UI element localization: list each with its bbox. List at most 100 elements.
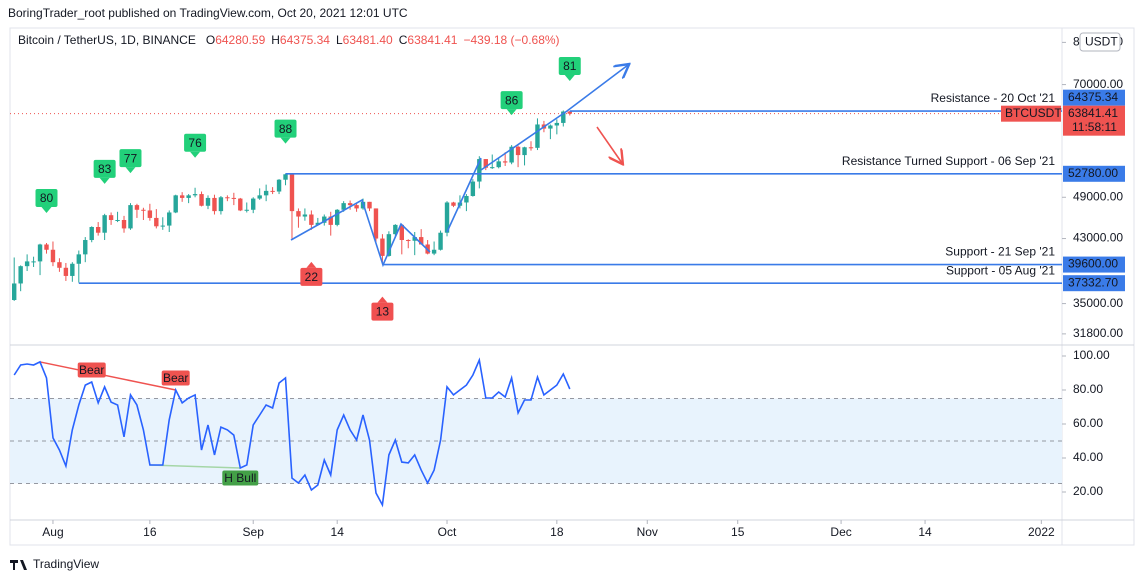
signal-pointer — [125, 167, 136, 174]
candle-body — [406, 240, 411, 242]
divergence-line — [149, 464, 241, 469]
quote-key: L — [336, 33, 343, 47]
candle-body — [347, 203, 353, 206]
candle-body — [76, 254, 81, 264]
candle-body — [44, 244, 49, 250]
candle-body — [309, 214, 314, 225]
candle-body — [192, 194, 198, 196]
quote-value: 63841.41 — [407, 33, 457, 47]
candle-body — [244, 209, 249, 211]
candle-body — [147, 210, 153, 218]
quote-key: O — [206, 33, 215, 47]
candle-body — [12, 283, 17, 300]
x-tick-label: 16 — [143, 525, 157, 539]
candle-body — [257, 195, 262, 199]
candle-body — [431, 249, 437, 254]
candle-body — [515, 146, 521, 156]
signal-pointer — [306, 261, 317, 268]
candle-body — [328, 216, 333, 225]
candle-body — [302, 214, 308, 217]
candle-body — [141, 209, 146, 211]
candle-body — [490, 167, 495, 169]
candle-body — [315, 222, 321, 225]
y-tick-label: 43000.00 — [1073, 231, 1123, 245]
candle-body — [95, 227, 101, 233]
price-line-box — [1063, 275, 1125, 292]
candle-body — [418, 237, 424, 245]
divergence-label: Bear — [79, 363, 104, 377]
candle-body — [50, 249, 56, 263]
published-note: BoringTrader_root published on TradingVi… — [8, 6, 408, 20]
signal-pointer — [377, 296, 388, 303]
candle-body — [470, 181, 476, 196]
candle-body — [218, 197, 224, 212]
candle-body — [83, 240, 88, 255]
trend-line — [446, 157, 482, 233]
candle-body — [502, 161, 508, 163]
signal-pointer — [41, 206, 52, 213]
signal-box — [274, 119, 297, 138]
candle-body — [134, 205, 140, 210]
candle-body — [444, 202, 450, 233]
logo-mark — [10, 560, 27, 570]
y-tick-label: 49000.00 — [1073, 189, 1123, 203]
y-tick-label: 35000.00 — [1073, 296, 1123, 310]
price-line-label: 37332.70 — [1068, 275, 1118, 289]
price-line-text: Support - 21 Sep '21 — [945, 245, 1055, 259]
candle-body — [154, 217, 159, 227]
signal-box — [300, 267, 323, 286]
candle-body — [173, 195, 178, 213]
x-tick-label: Dec — [830, 525, 851, 539]
candle-body — [296, 211, 301, 217]
signal-label: 76 — [188, 136, 202, 150]
rsi-band — [10, 398, 1062, 484]
candle-body — [231, 197, 237, 199]
candle-body — [283, 174, 288, 180]
price-line-text: Resistance - 20 Oct '21 — [931, 91, 1056, 105]
y-tick-label: 31800.00 — [1073, 326, 1123, 340]
signal-pointer — [564, 75, 575, 82]
signal-label: 81 — [563, 59, 577, 73]
divergence-label: H Bull — [224, 471, 256, 485]
candle-body — [535, 124, 540, 148]
trend-line — [290, 198, 431, 268]
candle-body — [464, 195, 469, 203]
divergence-box — [161, 370, 190, 386]
x-tick-label: 14 — [331, 525, 345, 539]
last-price-box — [1063, 105, 1125, 136]
y-tick-label: 70000.00 — [1073, 77, 1123, 91]
signal-label: 88 — [279, 122, 293, 136]
candle-body — [341, 203, 346, 210]
candle-body — [37, 244, 43, 262]
candle-body — [367, 201, 372, 209]
candle-body — [276, 179, 282, 192]
candle-body — [160, 225, 165, 227]
signal-box — [119, 149, 142, 168]
signal-box — [371, 302, 394, 321]
candle-body — [108, 215, 114, 220]
signal-label: 77 — [124, 151, 138, 165]
candle-body — [399, 224, 404, 241]
price-line-label: 64375.34 — [1068, 90, 1118, 104]
price-line-text: Resistance Turned Support - 06 Sep '21 — [842, 154, 1055, 168]
candle-body — [225, 197, 230, 199]
plot-layer: 80000.0070000.0049000.0043000.0035000.00… — [10, 32, 1125, 539]
countdown: 11:58:11 — [1072, 120, 1117, 134]
y-tick-label: 100.00 — [1073, 348, 1110, 362]
divergence-box — [222, 470, 259, 486]
candle-body — [251, 198, 256, 210]
signal-box — [35, 188, 58, 207]
signal-label: 13 — [376, 305, 390, 319]
candle-body — [386, 234, 392, 256]
candle-body — [561, 111, 566, 123]
y-tick-label: 80.00 — [1073, 382, 1103, 396]
quote: O64280.59 H64375.34 L63481.40 C63841.41 — [206, 33, 458, 47]
candle-body — [496, 161, 501, 168]
currency-box — [1079, 32, 1121, 52]
footer-logo: TradingView — [10, 557, 99, 571]
quote-key: C — [399, 33, 408, 47]
candle-body — [121, 219, 127, 229]
